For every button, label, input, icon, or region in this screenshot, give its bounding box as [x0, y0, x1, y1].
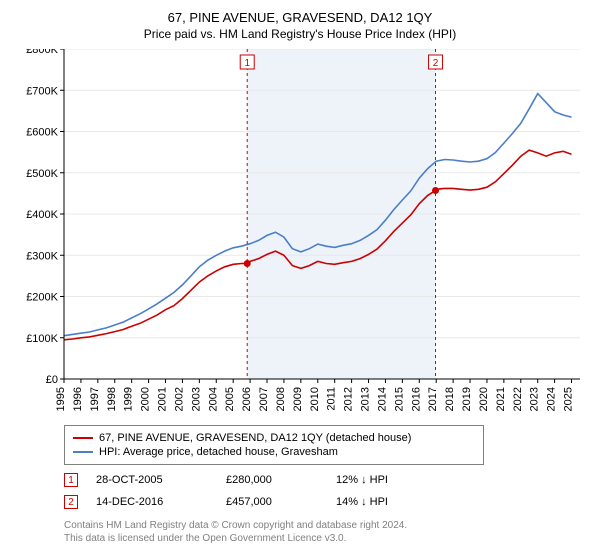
sale-price: £457,000 [226, 496, 336, 508]
y-tick-label: £200K [26, 292, 58, 304]
sale-marker: 2 [64, 495, 78, 509]
y-tick-label: £500K [26, 168, 58, 180]
x-tick-label: 2003 [190, 387, 202, 411]
svg-text:1: 1 [244, 58, 250, 69]
legend-item: 67, PINE AVENUE, GRAVESEND, DA12 1QY (de… [73, 432, 475, 444]
sale-record: 2 14-DEC-2016£457,00014% ↓ HPI [64, 495, 580, 509]
x-tick-label: 2005 [224, 387, 236, 411]
sale-marker: 1 [64, 473, 78, 487]
sale-price: £280,000 [226, 474, 336, 486]
legend-swatch [73, 437, 93, 439]
sale-record: 1 28-OCT-2005£280,00012% ↓ HPI [64, 473, 580, 487]
y-tick-label: £400K [26, 209, 58, 221]
x-tick-label: 2010 [309, 387, 321, 411]
sale-hpi-delta: 14% ↓ HPI [336, 496, 388, 508]
price-chart: 1 2 £0 £100K £200K £300K £400K £500K £600K £700K £… [20, 49, 580, 419]
x-tick-label: 2024 [546, 387, 558, 411]
x-tick-label: 2023 [529, 387, 541, 411]
legend-label: HPI: Average price, detached house, Grav… [99, 446, 338, 458]
x-tick-label: 2018 [444, 387, 456, 411]
chart-legend: 67, PINE AVENUE, GRAVESEND, DA12 1QY (de… [64, 425, 484, 465]
y-tick-label: £700K [26, 85, 58, 97]
x-tick-label: 2015 [393, 387, 405, 411]
x-tick-label: 2025 [563, 387, 575, 411]
x-tick-label: 1999 [123, 387, 135, 411]
y-tick-label: £0 [46, 374, 58, 386]
legend-item: HPI: Average price, detached house, Grav… [73, 446, 475, 458]
x-tick-label: 2006 [241, 387, 253, 411]
x-tick-label: 2017 [427, 387, 439, 411]
y-tick-label: £800K [26, 49, 58, 56]
x-tick-label: 2002 [173, 387, 185, 411]
x-tick-label: 2021 [495, 387, 507, 411]
x-tick-label: 2000 [140, 387, 152, 411]
x-tick-label: 1995 [55, 387, 67, 411]
x-tick-label: 2008 [275, 387, 287, 411]
x-tick-label: 2001 [157, 387, 169, 411]
sale-hpi-delta: 12% ↓ HPI [336, 474, 388, 486]
chart-subtitle: Price paid vs. HM Land Registry's House … [20, 27, 580, 41]
address-title: 67, PINE AVENUE, GRAVESEND, DA12 1QY [20, 10, 580, 25]
x-tick-label: 2014 [376, 387, 388, 411]
y-tick-label: £300K [26, 250, 58, 262]
x-tick-label: 1998 [106, 387, 118, 411]
x-tick-label: 2007 [258, 387, 270, 411]
x-tick-label: 2004 [207, 387, 219, 411]
legend-swatch [73, 451, 93, 453]
x-tick-label: 2009 [292, 387, 304, 411]
y-tick-label: £100K [26, 333, 58, 345]
svg-text:2: 2 [433, 58, 439, 69]
footer-line-2: This data is licensed under the Open Gov… [64, 532, 580, 545]
footer-attribution: Contains HM Land Registry data © Crown c… [64, 519, 580, 545]
x-tick-label: 2020 [478, 387, 490, 411]
x-tick-label: 2019 [461, 387, 473, 411]
x-tick-label: 2016 [410, 387, 422, 411]
footer-line-1: Contains HM Land Registry data © Crown c… [64, 519, 580, 532]
x-tick-label: 2013 [360, 387, 372, 411]
x-tick-label: 2011 [326, 387, 338, 411]
x-tick-label: 2012 [343, 387, 355, 411]
legend-label: 67, PINE AVENUE, GRAVESEND, DA12 1QY (de… [99, 432, 411, 444]
x-tick-label: 1997 [89, 387, 101, 411]
x-tick-label: 2022 [512, 387, 524, 411]
x-tick-label: 1996 [72, 387, 84, 411]
sale-date: 14-DEC-2016 [96, 496, 226, 508]
sale-date: 28-OCT-2005 [96, 474, 226, 486]
y-tick-label: £600K [26, 127, 58, 139]
